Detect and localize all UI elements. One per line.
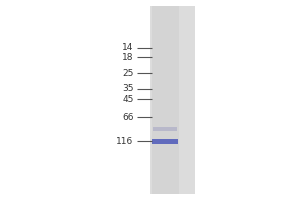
Text: 116: 116: [116, 136, 134, 146]
Bar: [153, 127, 177, 131]
Text: 25: 25: [122, 68, 134, 77]
Text: 66: 66: [122, 112, 134, 121]
Text: 35: 35: [122, 84, 134, 93]
Bar: [152, 138, 178, 144]
Text: 18: 18: [122, 52, 134, 62]
Bar: [152, 6, 178, 194]
Text: 45: 45: [122, 95, 134, 104]
Bar: [150, 6, 195, 194]
Text: 14: 14: [122, 44, 134, 52]
